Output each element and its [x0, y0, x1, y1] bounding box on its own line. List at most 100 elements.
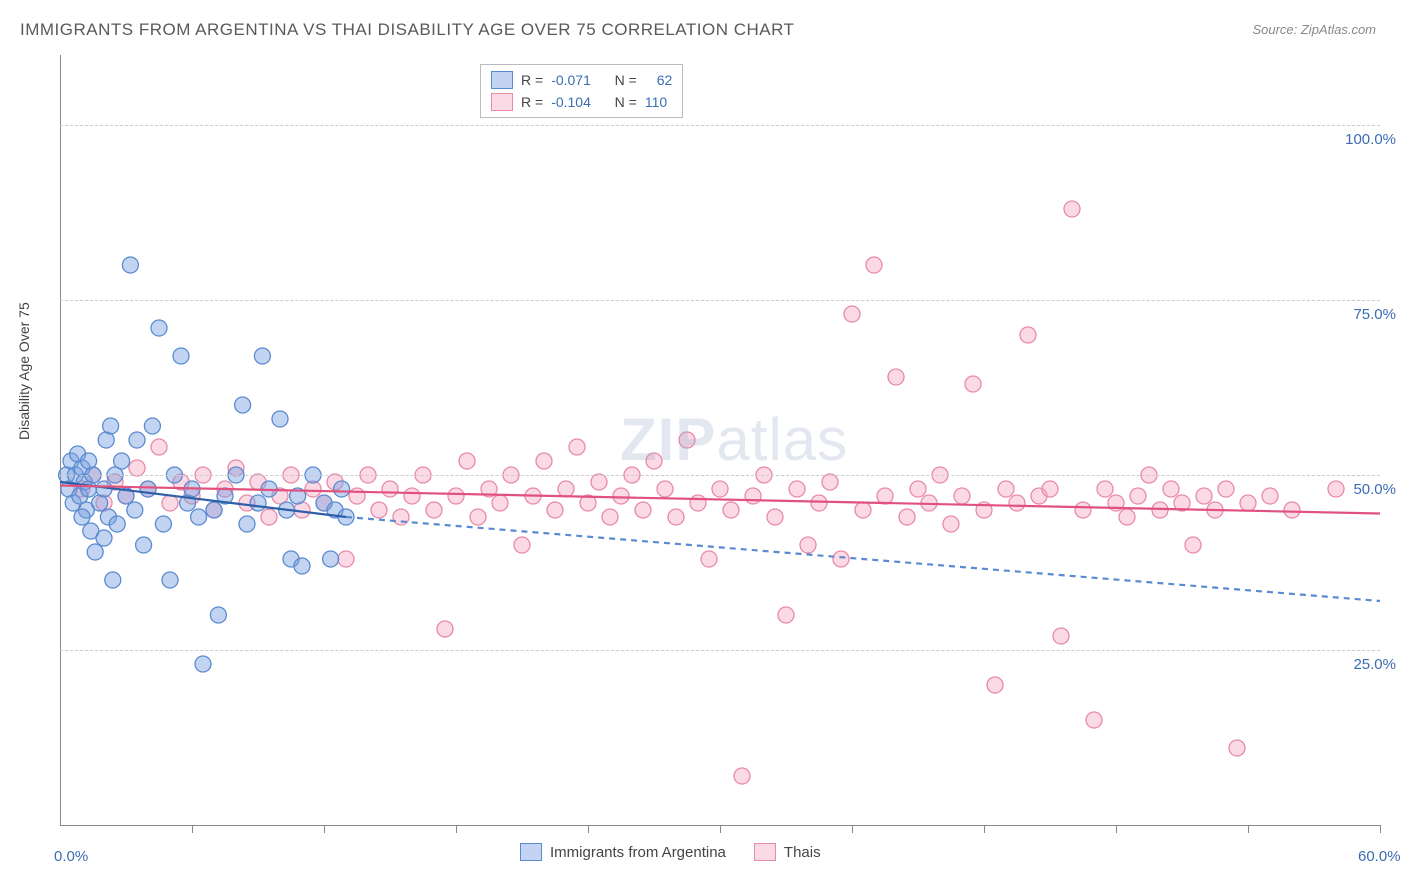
r-value-argentina: -0.071: [551, 72, 591, 88]
trend-line: [346, 517, 1380, 601]
y-tick-label: 50.0%: [1353, 481, 1396, 498]
x-tick: [1380, 825, 1381, 833]
data-point: [437, 621, 453, 637]
data-point: [294, 558, 310, 574]
data-point: [866, 257, 882, 273]
data-point: [1053, 628, 1069, 644]
n-value-thai: 110: [645, 94, 667, 110]
data-point: [254, 348, 270, 364]
data-point: [74, 509, 90, 525]
y-tick-label: 100.0%: [1345, 131, 1396, 148]
data-point: [1163, 481, 1179, 497]
data-point: [800, 537, 816, 553]
data-point: [323, 551, 339, 567]
x-tick-label: 60.0%: [1358, 848, 1401, 865]
data-point: [81, 453, 97, 469]
y-tick-label: 75.0%: [1353, 306, 1396, 323]
data-point: [191, 509, 207, 525]
data-point: [1009, 495, 1025, 511]
data-point: [338, 551, 354, 567]
data-point: [778, 607, 794, 623]
data-point: [1086, 712, 1102, 728]
data-point: [349, 488, 365, 504]
gridline: [60, 650, 1380, 651]
data-point: [701, 551, 717, 567]
r-label: R =: [521, 94, 543, 110]
data-point: [1042, 481, 1058, 497]
x-tick: [1248, 825, 1249, 833]
data-point: [1240, 495, 1256, 511]
data-point: [195, 656, 211, 672]
n-label: N =: [615, 94, 637, 110]
data-point: [334, 481, 350, 497]
data-point: [657, 481, 673, 497]
data-point: [547, 502, 563, 518]
data-point: [613, 488, 629, 504]
data-point: [382, 481, 398, 497]
swatch-thai: [491, 93, 513, 111]
x-tick: [984, 825, 985, 833]
x-tick: [720, 825, 721, 833]
data-point: [109, 516, 125, 532]
data-point: [679, 432, 695, 448]
data-point: [1262, 488, 1278, 504]
legend-item-argentina: Immigrants from Argentina: [520, 843, 726, 861]
data-point: [235, 397, 251, 413]
data-point: [767, 509, 783, 525]
data-point: [140, 481, 156, 497]
data-point: [745, 488, 761, 504]
data-point: [635, 502, 651, 518]
data-point: [602, 509, 618, 525]
data-point: [155, 516, 171, 532]
gridline: [60, 300, 1380, 301]
x-tick: [456, 825, 457, 833]
r-value-thai: -0.104: [551, 94, 591, 110]
legend-label-thai: Thais: [784, 844, 821, 861]
legend-label-argentina: Immigrants from Argentina: [550, 844, 726, 861]
data-point: [459, 453, 475, 469]
data-point: [1328, 481, 1344, 497]
data-point: [470, 509, 486, 525]
legend-row-thai: R = -0.104 N = 110: [491, 91, 672, 113]
data-point: [105, 572, 121, 588]
data-point: [206, 502, 222, 518]
x-tick: [1116, 825, 1117, 833]
n-label: N =: [615, 72, 637, 88]
gridline: [60, 125, 1380, 126]
x-tick: [324, 825, 325, 833]
data-point: [151, 320, 167, 336]
data-point: [536, 453, 552, 469]
data-point: [144, 418, 160, 434]
n-value-argentina: 62: [657, 72, 673, 88]
data-point: [844, 306, 860, 322]
data-point: [943, 516, 959, 532]
data-point: [122, 257, 138, 273]
data-point: [591, 474, 607, 490]
scatter-chart: [60, 55, 1380, 825]
x-tick: [588, 825, 589, 833]
legend-item-thai: Thais: [754, 843, 821, 861]
data-point: [833, 551, 849, 567]
data-point: [136, 537, 152, 553]
data-point: [514, 537, 530, 553]
data-point: [162, 572, 178, 588]
data-point: [734, 768, 750, 784]
data-point: [558, 481, 574, 497]
data-point: [129, 432, 145, 448]
y-tick-label: 25.0%: [1353, 656, 1396, 673]
data-point: [173, 348, 189, 364]
data-point: [954, 488, 970, 504]
data-point: [646, 453, 662, 469]
data-point: [789, 481, 805, 497]
x-tick-label: 0.0%: [54, 848, 88, 865]
swatch-argentina: [520, 843, 542, 861]
x-tick: [192, 825, 193, 833]
data-point: [1229, 740, 1245, 756]
y-axis-label: Disability Age Over 75: [16, 302, 32, 440]
data-point: [811, 495, 827, 511]
source-label: Source: ZipAtlas.com: [1252, 22, 1376, 37]
data-point: [210, 607, 226, 623]
data-point: [569, 439, 585, 455]
r-label: R =: [521, 72, 543, 88]
data-point: [998, 481, 1014, 497]
